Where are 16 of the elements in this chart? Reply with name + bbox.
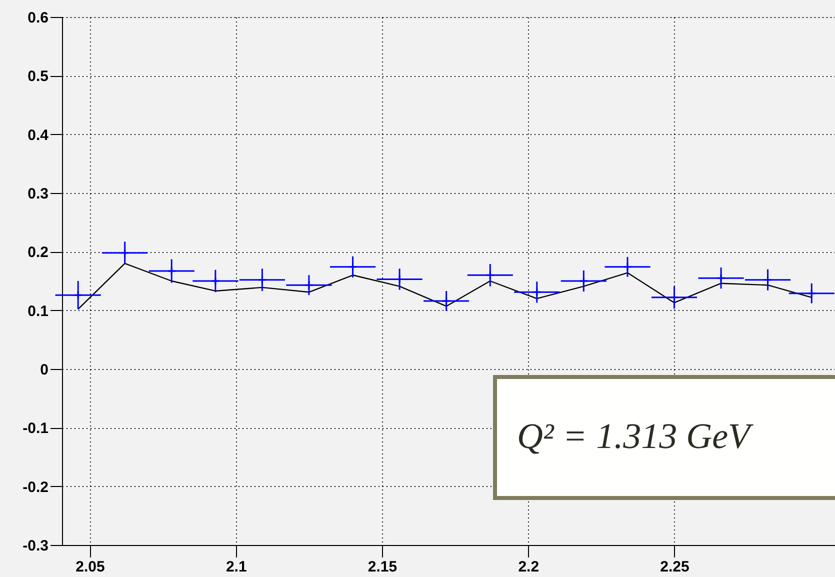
x-tick-label: 2.05 — [76, 558, 105, 576]
x-tick-label: 2.25 — [660, 558, 690, 576]
x-tick-label: 2.1 — [226, 558, 247, 576]
x-tick-label: 2.15 — [368, 558, 398, 576]
x-tick-label: 2.2 — [518, 558, 540, 576]
y-tick-label: 0 — [40, 362, 48, 378]
y-tick-label: 0.4 — [28, 126, 50, 144]
y-tick-label: 0.2 — [28, 244, 48, 262]
y-tick-label: 0.3 — [28, 186, 48, 202]
y-tick-label: -0.2 — [22, 478, 48, 496]
annotation: Q² = 1.313 GeV — [517, 416, 754, 456]
y-tick-label: -0.1 — [22, 420, 48, 438]
y-tick-label: 0.5 — [28, 68, 48, 86]
y-tick-label: 0.6 — [28, 10, 48, 26]
y-tick-label: -0.3 — [22, 538, 48, 554]
y-tick-label: 0.1 — [28, 302, 48, 320]
